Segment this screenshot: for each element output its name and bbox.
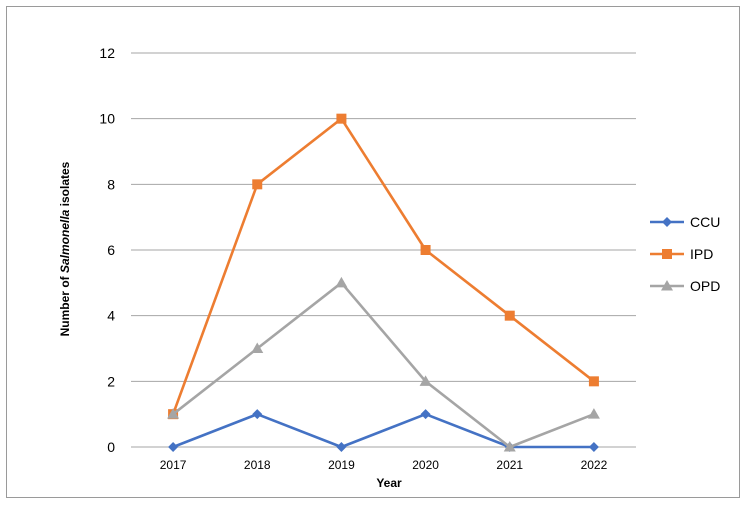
x-tick-label: 2019 bbox=[328, 458, 355, 472]
x-tick-label: 2021 bbox=[496, 458, 523, 472]
chart-frame bbox=[6, 6, 740, 498]
series-line-opd bbox=[172, 281, 595, 449]
legend-item-opd: OPD bbox=[650, 278, 720, 294]
x-tick-label: 2017 bbox=[160, 458, 187, 472]
data-point-ipd bbox=[420, 245, 431, 255]
x-tick-label: 2022 bbox=[581, 458, 608, 472]
data-point-ccu bbox=[252, 409, 263, 420]
data-point-ipd bbox=[504, 310, 515, 321]
data-point-ccu bbox=[336, 442, 347, 452]
y-axis-label-italic: Salmonella bbox=[58, 209, 72, 273]
data-point-opd bbox=[503, 441, 516, 452]
y-tick-label: 6 bbox=[107, 242, 115, 258]
y-tick-label: 8 bbox=[107, 176, 115, 192]
legend-marker-ccu bbox=[662, 217, 672, 227]
legend-item-ipd: IPD bbox=[650, 246, 713, 262]
data-point-ccu bbox=[420, 409, 431, 420]
legend-label-opd: OPD bbox=[690, 278, 720, 294]
y-axis-label: Number of Salmonella isolates bbox=[58, 161, 72, 336]
y-tick-label: 2 bbox=[107, 373, 115, 389]
series-opd bbox=[167, 276, 600, 452]
y-tick-label: 12 bbox=[99, 45, 115, 61]
legend-item-ccu: CCU bbox=[650, 214, 720, 230]
data-point-ipd bbox=[588, 376, 599, 387]
legend-marker-ipd bbox=[662, 249, 672, 259]
data-point-opd bbox=[587, 408, 600, 419]
y-axis-label-suffix: isolates bbox=[58, 161, 72, 209]
data-point-opd bbox=[419, 375, 432, 386]
data-point-ccu bbox=[588, 442, 599, 452]
series-ipd bbox=[168, 113, 599, 420]
data-point-opd bbox=[251, 342, 264, 353]
series-ccu bbox=[168, 409, 599, 452]
y-tick-label: 4 bbox=[107, 308, 115, 324]
x-tick-labels: 2017 2018 2019 2020 2021 2022 bbox=[160, 458, 608, 472]
y-tick-labels: 0 2 4 6 8 10 12 bbox=[99, 45, 115, 455]
legend-marker-opd bbox=[661, 280, 673, 291]
x-tick-label: 2020 bbox=[412, 458, 439, 472]
series-line-ipd bbox=[171, 117, 595, 415]
series-lines bbox=[167, 113, 600, 452]
legend-label-ccu: CCU bbox=[690, 214, 720, 230]
legend-label-ipd: IPD bbox=[690, 246, 713, 262]
y-tick-label: 10 bbox=[99, 111, 115, 127]
y-tick-label: 0 bbox=[107, 439, 115, 455]
x-axis-label: Year bbox=[376, 476, 402, 490]
series-line-ccu bbox=[172, 412, 594, 449]
data-point-ipd bbox=[252, 179, 263, 190]
legend: CCU IPD OPD bbox=[650, 214, 720, 294]
x-tick-label: 2018 bbox=[244, 458, 271, 472]
data-point-opd bbox=[335, 276, 348, 288]
y-axis-label-prefix: Number of bbox=[58, 273, 72, 336]
data-point-opd bbox=[167, 408, 180, 419]
data-point-ipd bbox=[336, 113, 347, 124]
data-point-ccu bbox=[168, 442, 179, 452]
